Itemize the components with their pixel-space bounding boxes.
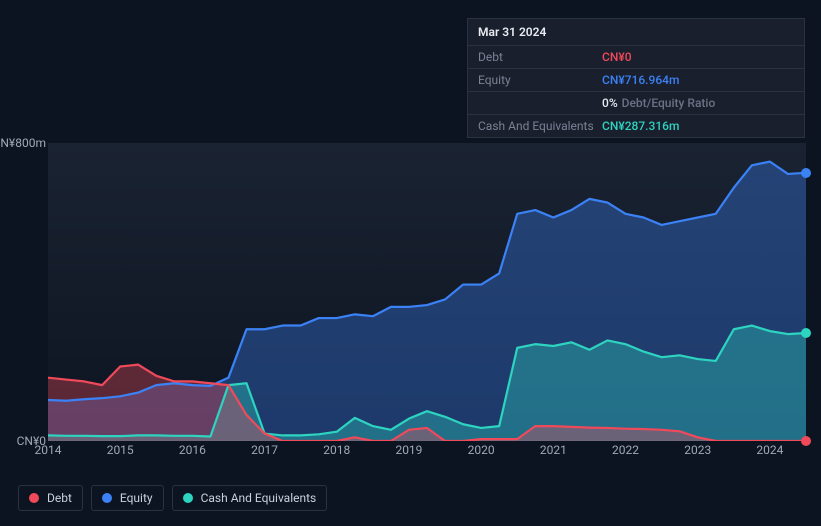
chart-container: CN¥0CN¥800m 2014201520162017201820192020…: [18, 125, 806, 460]
y-axis-label: CN¥800m: [0, 136, 46, 150]
legend-label: Equity: [120, 491, 153, 505]
equity-end-marker: [801, 168, 811, 178]
x-axis-label: 2020: [468, 443, 495, 457]
x-axis-label: 2015: [107, 443, 134, 457]
x-axis-label: 2021: [540, 443, 567, 457]
cash-swatch-icon: [183, 493, 193, 503]
tooltip-row: 0%Debt/Equity Ratio: [468, 92, 804, 115]
legend-item-cash[interactable]: Cash And Equivalents: [172, 485, 328, 511]
tooltip-row: DebtCN¥0: [468, 46, 804, 69]
legend-item-equity[interactable]: Equity: [91, 485, 164, 511]
tooltip-value: 0%Debt/Equity Ratio: [602, 96, 715, 110]
debt-end-marker: [801, 436, 811, 446]
x-axis-label: 2018: [323, 443, 350, 457]
legend-label: Debt: [47, 491, 72, 505]
tooltip-label: Debt: [478, 50, 602, 64]
legend-item-debt[interactable]: Debt: [18, 485, 83, 511]
x-axis-label: 2023: [684, 443, 711, 457]
tooltip-date: Mar 31 2024: [468, 19, 804, 46]
x-axis-label: 2019: [395, 443, 422, 457]
x-axis-label: 2016: [179, 443, 206, 457]
cash-end-marker: [801, 328, 811, 338]
x-axis-label: 2014: [35, 443, 62, 457]
chart-plot-area[interactable]: [48, 143, 806, 441]
chart-tooltip: Mar 31 2024 DebtCN¥0EquityCN¥716.964m0%D…: [467, 18, 805, 138]
tooltip-value: CN¥0: [602, 50, 632, 64]
legend-label: Cash And Equivalents: [201, 491, 317, 505]
x-axis-label: 2022: [612, 443, 639, 457]
tooltip-value: CN¥716.964m: [602, 73, 679, 87]
x-axis-label: 2024: [756, 443, 783, 457]
equity-swatch-icon: [102, 493, 112, 503]
tooltip-suffix: Debt/Equity Ratio: [622, 96, 716, 110]
tooltip-label: [478, 96, 602, 110]
chart-legend: Debt Equity Cash And Equivalents: [18, 485, 327, 511]
tooltip-label: Equity: [478, 73, 602, 87]
x-axis-label: 2017: [251, 443, 278, 457]
debt-swatch-icon: [29, 493, 39, 503]
tooltip-row: EquityCN¥716.964m: [468, 69, 804, 92]
